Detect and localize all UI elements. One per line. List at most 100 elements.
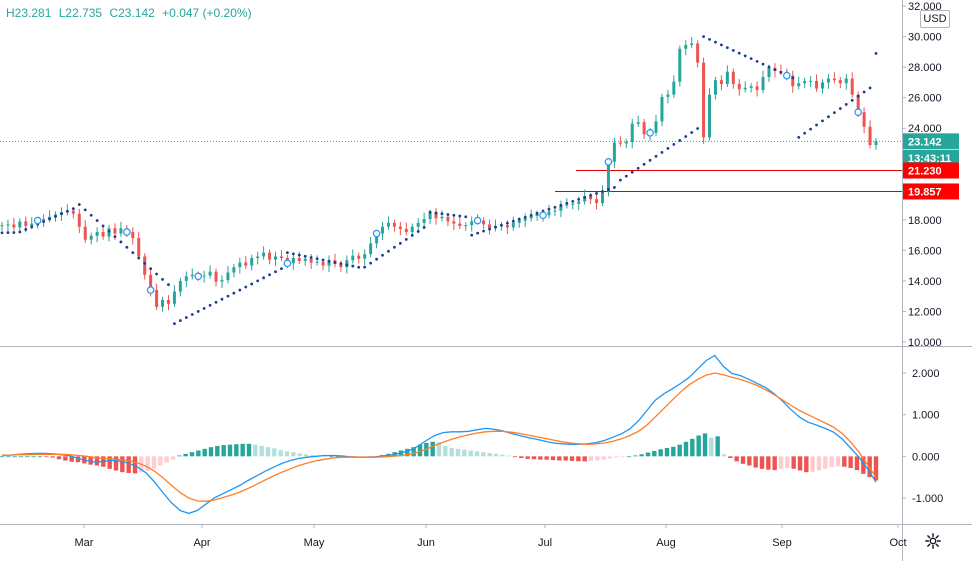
sar-dot bbox=[404, 237, 408, 241]
sar-dot bbox=[101, 224, 105, 228]
candle-body bbox=[410, 226, 414, 233]
candle-body bbox=[357, 255, 361, 259]
sar-dot bbox=[71, 207, 75, 211]
candle-body bbox=[398, 226, 402, 229]
sar-dot bbox=[220, 297, 224, 301]
sar-dot bbox=[850, 98, 854, 102]
sar-dot bbox=[607, 188, 610, 191]
macd-histogram-bar bbox=[500, 454, 505, 457]
signal-marker bbox=[33, 216, 42, 225]
candle-body bbox=[470, 221, 474, 226]
candle-body bbox=[297, 257, 301, 262]
sar-dot bbox=[315, 257, 319, 261]
sar-dot bbox=[149, 267, 153, 271]
macd-histogram-bar bbox=[601, 456, 606, 460]
sar-dot bbox=[505, 221, 509, 225]
candle-body bbox=[559, 205, 563, 211]
macd-histogram-bar bbox=[284, 451, 290, 457]
macd-histogram-bar bbox=[709, 437, 714, 457]
time-tick-label: Apr bbox=[193, 537, 210, 549]
candle-body bbox=[178, 280, 182, 292]
macd-histogram-bar bbox=[481, 452, 486, 457]
macd-histogram-bar bbox=[278, 450, 283, 457]
candle-body bbox=[42, 219, 46, 221]
macd-histogram-bar bbox=[683, 441, 689, 457]
sar-dot bbox=[868, 86, 872, 90]
macd-histogram-bar bbox=[202, 448, 207, 457]
sar-dot bbox=[232, 291, 236, 295]
macd-histogram-bar bbox=[468, 450, 473, 457]
sar-dot bbox=[345, 263, 349, 267]
macd-histogram-bar bbox=[113, 456, 119, 471]
sar-dot bbox=[119, 240, 123, 244]
sar-dot bbox=[244, 285, 248, 289]
candle-body bbox=[375, 233, 379, 244]
sar-dot bbox=[761, 62, 765, 66]
macd-histogram-bar bbox=[303, 454, 309, 457]
candle-body bbox=[137, 238, 141, 257]
candle-body bbox=[309, 258, 313, 263]
sar-dot bbox=[838, 107, 842, 110]
macd-tick-label: -1.000 bbox=[912, 493, 943, 505]
sar-dot bbox=[398, 241, 402, 245]
sar-dot bbox=[77, 203, 81, 206]
macd-histogram-bar bbox=[69, 456, 74, 462]
macd-histogram-bar bbox=[196, 450, 201, 457]
sar-dot bbox=[6, 231, 10, 235]
price-tag-box bbox=[903, 162, 959, 179]
sar-dot bbox=[381, 253, 384, 257]
sar-dot bbox=[612, 186, 616, 189]
currency-label[interactable]: USD bbox=[920, 10, 950, 28]
candle-body bbox=[190, 274, 194, 277]
sar-dot bbox=[161, 277, 164, 281]
sar-dot bbox=[702, 35, 705, 39]
macd-histogram-bar bbox=[519, 456, 524, 458]
macd-histogram-bar bbox=[44, 456, 49, 458]
gear-icon[interactable] bbox=[924, 532, 942, 550]
macd-histogram-bar bbox=[753, 456, 758, 468]
sar-dot bbox=[339, 262, 343, 266]
sar-dot bbox=[844, 103, 848, 106]
candle-body bbox=[155, 290, 159, 307]
macd-histogram-bar bbox=[557, 456, 562, 461]
candle-body bbox=[547, 211, 551, 216]
macd-histogram-bar bbox=[664, 448, 670, 457]
macd-histogram-bar bbox=[671, 446, 676, 457]
macd-histogram-bar bbox=[430, 441, 435, 457]
macd-histogram-bar bbox=[563, 456, 568, 461]
macd-histogram-bar bbox=[873, 456, 879, 481]
macd-histogram-bar bbox=[12, 456, 17, 458]
macd-histogram-bar bbox=[297, 453, 302, 457]
sar-dot bbox=[297, 253, 301, 257]
candle-body bbox=[232, 267, 236, 273]
candle-body bbox=[214, 271, 218, 282]
sar-dot bbox=[482, 229, 485, 233]
candle-body bbox=[416, 222, 420, 227]
price-tick-label: 16.000 bbox=[908, 245, 942, 257]
macd-histogram-bar bbox=[734, 456, 739, 462]
candle-body bbox=[262, 252, 266, 257]
ohlc-close: C23.142 bbox=[109, 6, 155, 20]
macd-histogram-bar bbox=[227, 444, 233, 457]
sar-dot bbox=[387, 249, 390, 253]
candle-body bbox=[577, 201, 581, 204]
sar-dot bbox=[821, 119, 824, 123]
price-tick-label: 12.000 bbox=[908, 306, 942, 318]
macd-histogram-bar bbox=[234, 444, 239, 457]
candle-body bbox=[89, 235, 93, 240]
sar-dot bbox=[595, 192, 598, 195]
sar-dot bbox=[280, 267, 283, 271]
sar-dot bbox=[636, 166, 640, 170]
candle-body bbox=[208, 271, 212, 276]
candle-body bbox=[672, 81, 676, 95]
candle-body bbox=[428, 212, 432, 220]
price-tag-box bbox=[903, 149, 959, 166]
candle-body bbox=[161, 299, 165, 307]
sar-dot bbox=[89, 213, 93, 217]
macd-histogram-bar bbox=[582, 456, 587, 462]
macd-histogram-bar bbox=[759, 456, 765, 469]
candle-body bbox=[149, 274, 153, 291]
sar-dot bbox=[630, 170, 634, 174]
sar-dot bbox=[42, 220, 46, 224]
